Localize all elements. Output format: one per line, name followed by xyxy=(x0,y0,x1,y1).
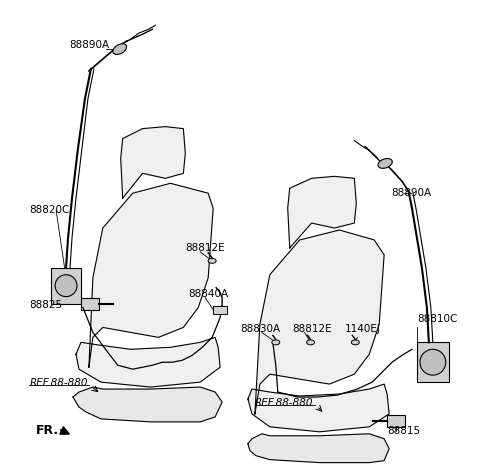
Text: 88840A: 88840A xyxy=(188,289,228,299)
Polygon shape xyxy=(89,183,213,367)
Text: REF.88-880: REF.88-880 xyxy=(29,378,88,388)
Bar xyxy=(51,268,81,304)
Text: 1140EJ: 1140EJ xyxy=(344,325,380,334)
Polygon shape xyxy=(120,126,185,198)
Ellipse shape xyxy=(113,44,127,54)
Bar xyxy=(417,342,449,382)
Polygon shape xyxy=(76,338,220,387)
Polygon shape xyxy=(255,230,384,414)
Bar xyxy=(387,415,405,427)
Text: 88825: 88825 xyxy=(29,299,62,310)
Text: 88815: 88815 xyxy=(387,426,420,436)
Circle shape xyxy=(55,275,77,297)
Circle shape xyxy=(420,349,446,375)
Text: 88890A: 88890A xyxy=(391,188,431,198)
Text: 88890A: 88890A xyxy=(69,40,109,50)
Text: 88820C: 88820C xyxy=(29,205,70,215)
Polygon shape xyxy=(73,387,222,422)
Text: REF.88-880: REF.88-880 xyxy=(255,398,313,408)
Ellipse shape xyxy=(272,340,280,345)
Bar xyxy=(213,306,227,313)
Polygon shape xyxy=(288,176,356,248)
Text: 88812E: 88812E xyxy=(185,243,225,253)
Text: 88810C: 88810C xyxy=(417,314,457,325)
Ellipse shape xyxy=(351,340,360,345)
Text: 88812E: 88812E xyxy=(293,325,332,334)
Text: 88830A: 88830A xyxy=(240,325,280,334)
Polygon shape xyxy=(248,384,389,432)
Text: FR.: FR. xyxy=(36,424,60,437)
Bar xyxy=(81,298,99,310)
Ellipse shape xyxy=(378,159,392,168)
Ellipse shape xyxy=(208,259,216,263)
Ellipse shape xyxy=(307,340,314,345)
Polygon shape xyxy=(248,434,389,463)
